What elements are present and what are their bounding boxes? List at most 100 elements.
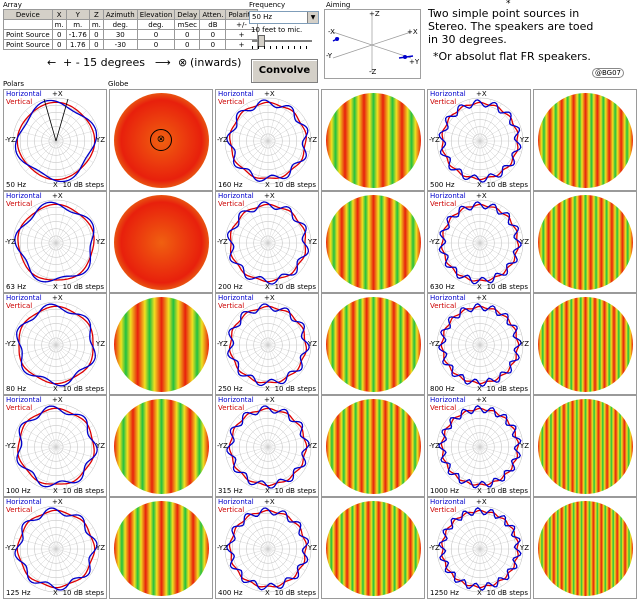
- table-cell[interactable]: +: [225, 39, 258, 50]
- annotation-target: (inwards): [190, 56, 242, 69]
- annotation-text: + - 15 degrees: [63, 56, 145, 69]
- table-cell[interactable]: 0: [136, 29, 176, 40]
- polar-cell: Horizontal Vertical 1250 Hz 10 dB steps +X X -…: [427, 497, 531, 599]
- vertical-legend: Vertical: [430, 98, 457, 106]
- axis-left-label: -YZ: [429, 340, 440, 348]
- axis-right-label: YZ: [307, 136, 317, 144]
- horizontal-legend: Horizontal: [430, 192, 466, 200]
- polar-cell: Horizontal Vertical 400 Hz 10 dB steps +X X -Y…: [215, 497, 319, 599]
- globe-disc: [114, 399, 209, 494]
- horizontal-legend: Horizontal: [430, 90, 466, 98]
- axis-top-label: +X: [476, 396, 487, 404]
- globe-disc: [326, 195, 421, 290]
- aim-label: -Y: [326, 52, 332, 60]
- globe-disc: [326, 399, 421, 494]
- column-header: Y: [65, 9, 90, 20]
- table-cell[interactable]: 0: [199, 29, 227, 40]
- table-cell[interactable]: 0: [51, 39, 67, 50]
- unit-cell: deg.: [102, 19, 138, 30]
- table-cell[interactable]: -30: [102, 39, 138, 50]
- axis-right-label: YZ: [519, 340, 529, 348]
- array-table: Device X Y Z Azimuth Elevation Delay Atten. Pola…: [3, 9, 258, 50]
- unit-cell: m.: [88, 19, 104, 30]
- table-cell[interactable]: 0: [136, 39, 176, 50]
- table-cell[interactable]: 0: [88, 29, 104, 40]
- array-row[interactable]: Point Source 0 1.76 0 -30 0 0 0 +: [3, 39, 258, 50]
- convolve-button[interactable]: Convolve: [251, 59, 318, 83]
- vertical-legend: Vertical: [218, 404, 245, 412]
- globe-cell: [533, 191, 637, 293]
- table-cell[interactable]: 0: [51, 29, 67, 40]
- globe-cell: [321, 89, 425, 191]
- table-cell[interactable]: Point Source: [3, 29, 53, 40]
- axis-top-label: +X: [264, 498, 275, 506]
- slider-label: 10 feet to mic.: [251, 26, 303, 34]
- axis-left-label: -YZ: [217, 340, 228, 348]
- globe-cell: [321, 191, 425, 293]
- table-cell[interactable]: Point Source: [3, 39, 53, 50]
- axis-top-label: +X: [476, 498, 487, 506]
- vertical-legend: Vertical: [218, 302, 245, 310]
- table-cell[interactable]: 0: [174, 29, 201, 40]
- horizontal-legend: Horizontal: [6, 294, 42, 302]
- axis-top-label: +X: [264, 294, 275, 302]
- globe-disc: [326, 501, 421, 596]
- steps-label: 10 dB steps: [62, 487, 104, 495]
- axis-left-label: -YZ: [5, 544, 16, 552]
- polar-plot: [224, 301, 312, 389]
- column-header: Elevation: [136, 9, 176, 20]
- table-cell[interactable]: 0: [174, 39, 201, 50]
- vertical-legend: Vertical: [218, 98, 245, 106]
- frequency-label: 800 Hz: [430, 385, 455, 393]
- table-cell[interactable]: 0: [88, 39, 104, 50]
- table-cell[interactable]: 30: [102, 29, 138, 40]
- table-cell[interactable]: 1.76: [65, 39, 90, 50]
- vertical-legend: Vertical: [6, 302, 33, 310]
- horizontal-legend: Horizontal: [6, 498, 42, 506]
- globe-cell: [109, 395, 213, 497]
- array-row[interactable]: Point Source 0 -1.76 0 30 0 0 0 +: [3, 29, 258, 40]
- table-cell[interactable]: 0: [199, 39, 227, 50]
- axis-top-label: +X: [264, 396, 275, 404]
- vertical-legend: Vertical: [6, 200, 33, 208]
- vertical-legend: Vertical: [430, 506, 457, 514]
- distance-slider-track[interactable]: [252, 40, 312, 42]
- unit-cell: deg.: [136, 19, 176, 30]
- frequency-label: 315 Hz: [218, 487, 243, 495]
- axis-bottom-label: X: [477, 487, 482, 495]
- globe-disc: [538, 399, 633, 494]
- aiming-axes: [332, 16, 414, 72]
- aiming-panel[interactable]: +Z +X -Y -Z +Y -X: [324, 9, 421, 79]
- horizontal-legend: Horizontal: [218, 294, 254, 302]
- horizontal-legend: Horizontal: [430, 498, 466, 506]
- axis-left-label: -YZ: [5, 340, 16, 348]
- column-header: X: [51, 9, 67, 20]
- polar-cell: Horizontal Vertical 800 Hz 10 dB steps +X X -Y…: [427, 293, 531, 395]
- globe-cell: [533, 497, 637, 599]
- steps-label: 10 dB steps: [62, 283, 104, 291]
- axis-left-label: -YZ: [217, 442, 228, 450]
- polar-cell: Horizontal Vertical 630 Hz 10 dB steps +X X -Y…: [427, 191, 531, 293]
- axis-top-label: +X: [52, 396, 63, 404]
- axis-right-label: YZ: [95, 238, 105, 246]
- horizontal-legend: Horizontal: [218, 396, 254, 404]
- annotation-arrow-left: ←: [47, 56, 57, 69]
- horizontal-legend: Horizontal: [218, 498, 254, 506]
- frequency-label: 200 Hz: [218, 283, 243, 291]
- steps-label: 10 dB steps: [274, 487, 316, 495]
- polars-section-title: Polars: [3, 80, 25, 88]
- globe-section-title: Globe: [108, 80, 129, 88]
- chevron-down-icon[interactable]: ▼: [307, 12, 318, 23]
- polar-cell: Horizontal Vertical 250 Hz 10 dB steps +X X -Y…: [215, 293, 319, 395]
- axis-right-label: YZ: [95, 340, 105, 348]
- axis-bottom-label: X: [53, 589, 58, 597]
- frequency-select[interactable]: 50 Hz ▼: [249, 11, 319, 24]
- axis-bottom-label: X: [265, 181, 270, 189]
- inward-icon: ⊗: [178, 56, 188, 69]
- table-cell[interactable]: -1.76: [65, 29, 90, 40]
- globe-cell: [533, 89, 637, 191]
- vertical-legend: Vertical: [6, 404, 33, 412]
- steps-label: 10 dB steps: [486, 385, 528, 393]
- frequency-label: 80 Hz: [6, 385, 27, 393]
- horizontal-legend: Horizontal: [6, 90, 42, 98]
